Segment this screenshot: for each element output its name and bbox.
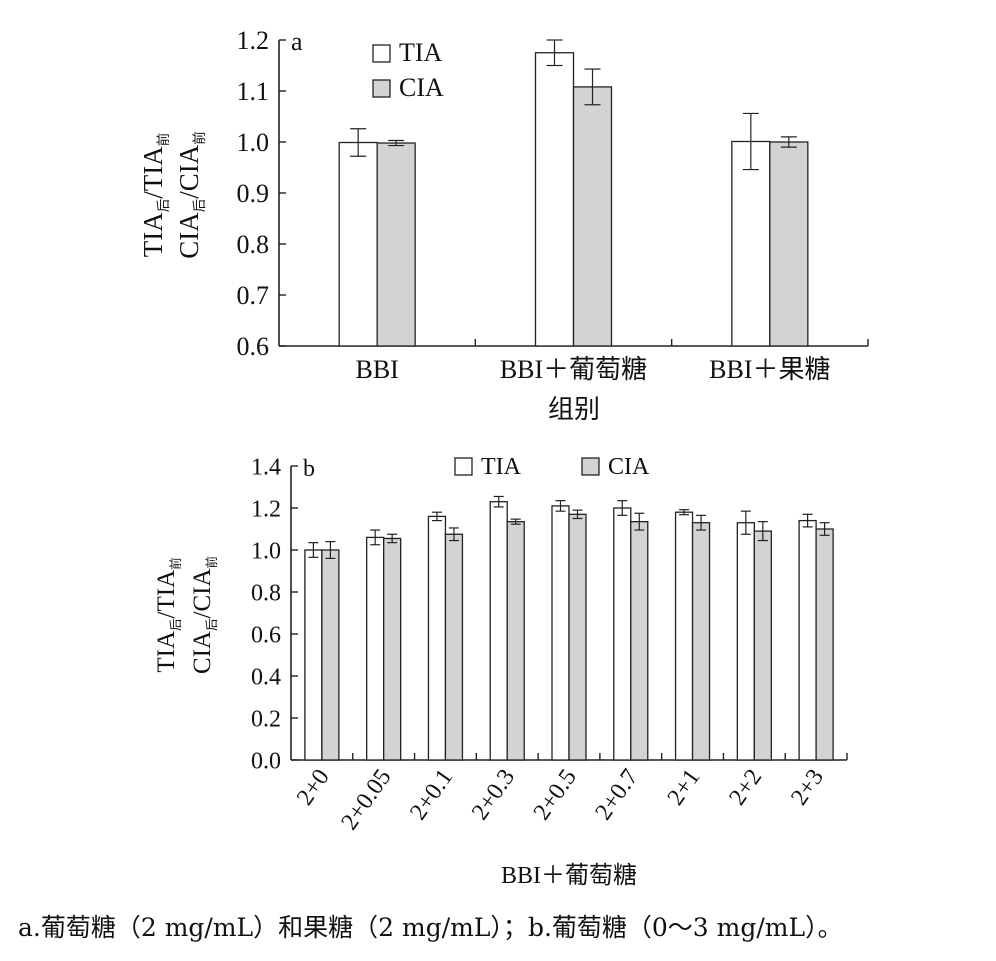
x-tick-label: 2+0.7 [591, 765, 644, 825]
y-tick-label: 0.9 [237, 179, 270, 208]
y-tick-label: 1.2 [237, 26, 270, 55]
bar-cia [572, 86, 613, 347]
bar-tia [427, 515, 447, 761]
y-tick-label: 1.0 [251, 538, 281, 564]
legend-label: TIA [481, 454, 522, 480]
y-tick-label: 0.2 [251, 706, 281, 732]
y-tick-label: 1.4 [251, 454, 281, 480]
y-axis-label-sub2: 前 [168, 557, 183, 570]
y-tick-label: 0.8 [251, 580, 281, 606]
legend-label: CIA [608, 454, 650, 480]
y-axis-label-sub1: 后 [169, 618, 183, 631]
bar-cia [444, 533, 464, 761]
bar-tia [674, 511, 694, 761]
panel-label: a [291, 27, 303, 56]
y-axis-label-mid: /TIA [153, 570, 180, 619]
y-tick-label: 0.4 [251, 664, 281, 690]
legend-swatch-cia [372, 79, 391, 98]
y-axis-label-mid: /CIA [189, 568, 216, 618]
y-axis-label-sub2: 前 [155, 133, 171, 147]
y-tick-label: 0.8 [237, 230, 270, 259]
bar-tia [736, 522, 755, 761]
bar-tia [489, 501, 508, 761]
legend-swatch-tia [454, 457, 473, 476]
x-tick-label: 2+0.3 [467, 765, 520, 825]
x-tick-label: 2+0 [292, 765, 335, 811]
x-tick-label: 2+0.5 [529, 765, 582, 825]
x-tick-label: BBI＋果糖 [709, 355, 830, 384]
x-tick-label: 2+0.05 [337, 765, 397, 835]
x-tick-label: BBI [355, 355, 398, 384]
y-axis-label-line: TIA后/TIA前 [153, 557, 183, 672]
x-tick-label: 2+2 [724, 765, 767, 811]
bar-cia [506, 521, 525, 761]
bar-cia [568, 513, 587, 761]
bar-tia [731, 140, 771, 347]
bar-tia [304, 549, 323, 761]
panel-label: b [303, 456, 315, 482]
legend-swatch-tia [372, 44, 391, 63]
figure-caption: a.葡萄糖（2 mg/mL）和果糖（2 mg/mL）；b.葡萄糖（0～3 mg/… [18, 913, 843, 942]
y-tick-label: 1.0 [237, 128, 270, 157]
y-axis-label-sub2: 前 [191, 131, 207, 145]
bar-cia [753, 530, 772, 761]
y-axis-label-line: TIA后/TIA前 [138, 133, 171, 257]
bar-cia [376, 142, 416, 347]
legend-label: TIA [399, 38, 443, 67]
bar-cia [630, 521, 649, 761]
bar-tia [798, 519, 817, 761]
y-tick-label: 0.6 [237, 332, 270, 361]
y-axis-label-base: CIA [189, 631, 216, 674]
y-axis-label-base: CIA [174, 212, 204, 259]
x-tick-label: BBI＋葡萄糖 [500, 355, 647, 384]
bar-cia [769, 141, 809, 347]
y-axis-label-sub1: 后 [205, 618, 219, 631]
y-tick-label: 1.2 [251, 496, 281, 522]
x-axis-label: 组别 [548, 395, 600, 424]
y-axis-label-base: TIA [153, 631, 180, 673]
y-axis-label-mid: /TIA [138, 146, 168, 199]
x-tick-label: 2+0.1 [405, 765, 458, 825]
y-axis-label-base: TIA [138, 212, 168, 257]
bar-tia [613, 507, 632, 761]
bar-tia [534, 52, 575, 347]
y-axis-label-line: CIA后/CIA前 [189, 556, 219, 674]
y-tick-label: 0.0 [251, 748, 281, 774]
bar-cia [691, 522, 711, 761]
legend-swatch-cia [581, 457, 600, 476]
bar-cia [321, 549, 340, 761]
bar-tia [551, 505, 570, 761]
y-tick-label: 1.1 [237, 77, 270, 106]
y-axis-label-sub1: 后 [192, 199, 207, 213]
y-axis-label-line: CIA后/CIA前 [174, 131, 207, 259]
legend-label: CIA [399, 73, 444, 102]
y-axis-label-mid: /CIA [174, 144, 204, 199]
bar-tia [338, 141, 378, 347]
x-axis-label: BBI＋葡萄糖 [501, 862, 637, 889]
x-tick-label: 2+1 [663, 765, 706, 811]
y-axis-label-sub2: 前 [204, 556, 219, 569]
y-tick-label: 0.7 [237, 281, 270, 310]
bar-tia [366, 536, 385, 761]
y-axis-label-sub1: 后 [156, 199, 171, 213]
x-tick-label: 2+3 [786, 765, 829, 811]
y-tick-label: 0.6 [251, 622, 281, 648]
bar-cia [815, 528, 834, 761]
bar-cia [383, 537, 402, 761]
